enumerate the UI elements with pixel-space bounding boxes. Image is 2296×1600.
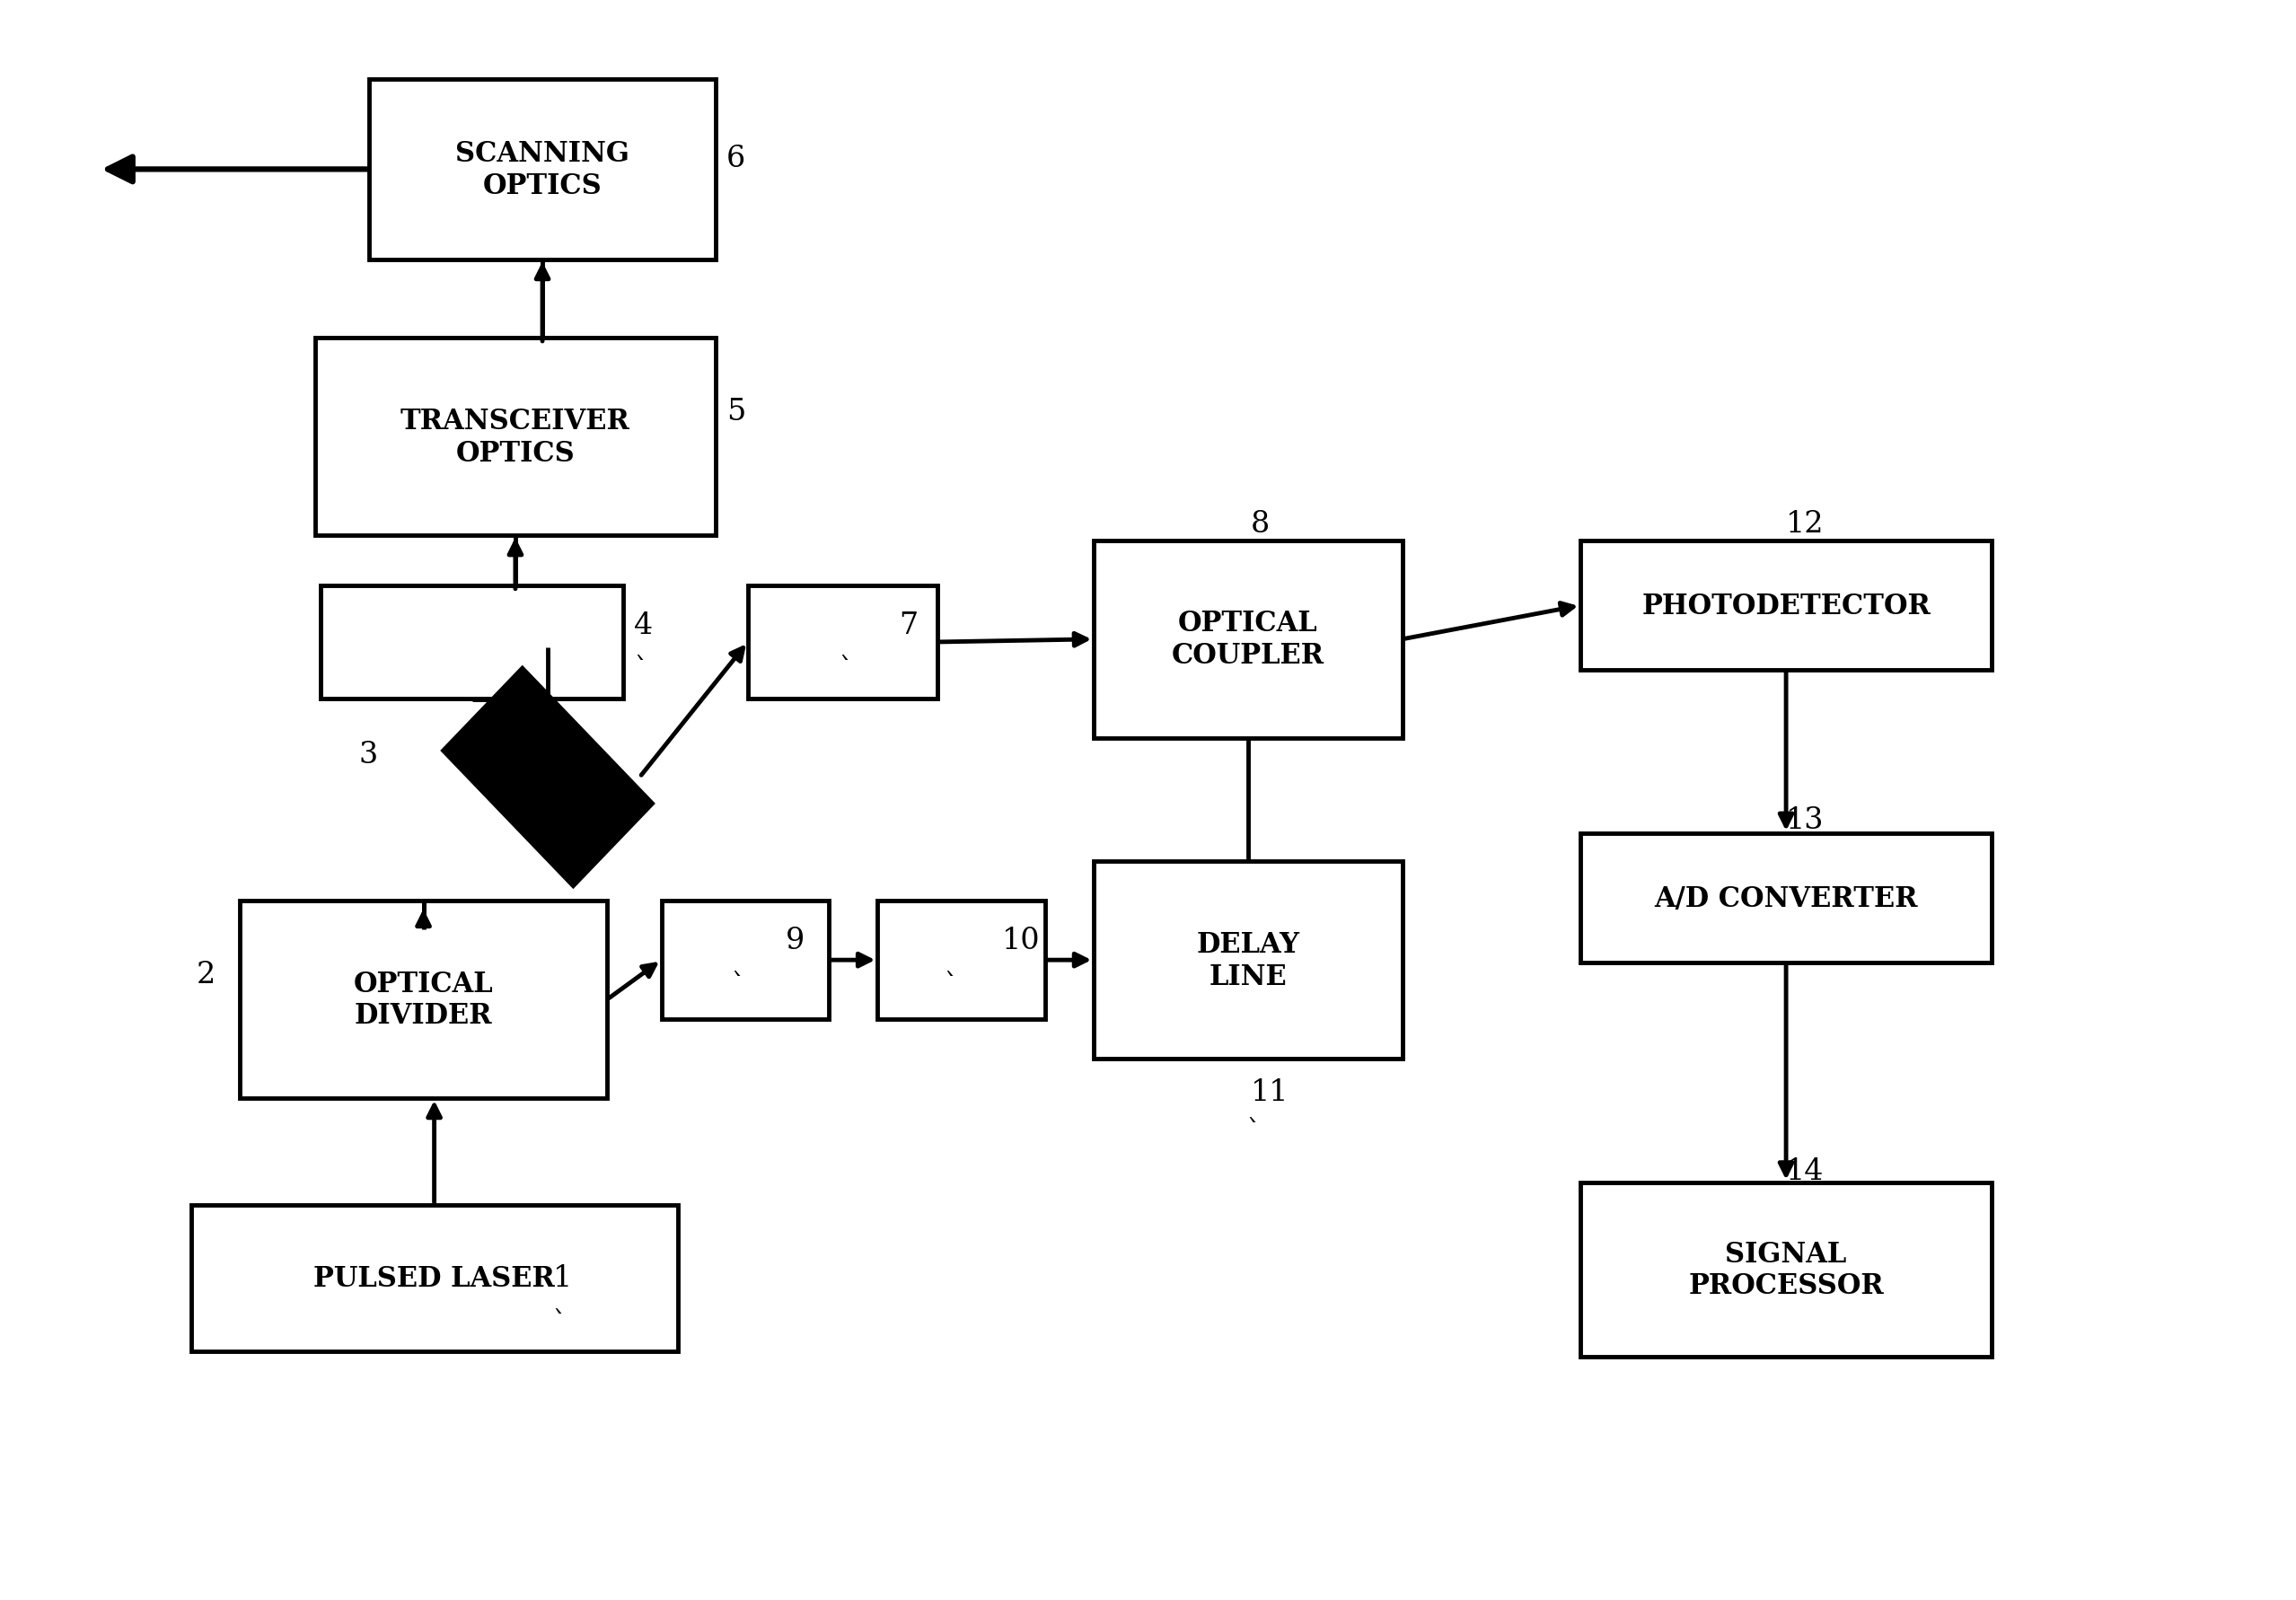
Text: 1: 1 bbox=[553, 1264, 572, 1293]
FancyBboxPatch shape bbox=[370, 80, 716, 259]
FancyBboxPatch shape bbox=[321, 586, 625, 699]
Text: TRANSCEIVER
OPTICS: TRANSCEIVER OPTICS bbox=[400, 406, 629, 467]
FancyBboxPatch shape bbox=[661, 901, 829, 1019]
FancyBboxPatch shape bbox=[1093, 541, 1403, 738]
FancyBboxPatch shape bbox=[1580, 1182, 1991, 1357]
FancyBboxPatch shape bbox=[1580, 834, 1991, 963]
Text: `: ` bbox=[1240, 1090, 1254, 1118]
Text: OPTICAL
COUPLER: OPTICAL COUPLER bbox=[1171, 610, 1325, 670]
Text: OPTICAL
DIVIDER: OPTICAL DIVIDER bbox=[354, 970, 494, 1030]
Text: 9: 9 bbox=[785, 926, 806, 955]
Text: 8: 8 bbox=[1251, 510, 1270, 539]
FancyBboxPatch shape bbox=[877, 901, 1045, 1019]
Text: `: ` bbox=[546, 1282, 560, 1309]
Text: PHOTODETECTOR: PHOTODETECTOR bbox=[1642, 592, 1931, 619]
Text: A/D CONVERTER: A/D CONVERTER bbox=[1653, 885, 1917, 912]
Text: 4: 4 bbox=[634, 611, 654, 640]
Text: 11: 11 bbox=[1251, 1078, 1288, 1107]
FancyBboxPatch shape bbox=[1580, 541, 1991, 670]
Text: `: ` bbox=[833, 629, 847, 656]
Text: 6: 6 bbox=[726, 144, 746, 173]
FancyBboxPatch shape bbox=[191, 1205, 677, 1352]
Text: 14: 14 bbox=[1786, 1157, 1823, 1186]
FancyBboxPatch shape bbox=[315, 339, 716, 536]
Text: SIGNAL
PROCESSOR: SIGNAL PROCESSOR bbox=[1688, 1240, 1883, 1299]
Text: `: ` bbox=[937, 944, 951, 971]
Text: `: ` bbox=[726, 944, 739, 971]
Text: SCANNING
OPTICS: SCANNING OPTICS bbox=[455, 139, 629, 200]
FancyBboxPatch shape bbox=[1093, 862, 1403, 1059]
Polygon shape bbox=[443, 669, 652, 886]
Text: PULSED LASER: PULSED LASER bbox=[315, 1264, 556, 1293]
Text: 5: 5 bbox=[726, 397, 746, 426]
FancyBboxPatch shape bbox=[239, 901, 606, 1098]
Text: 2: 2 bbox=[197, 960, 216, 989]
Text: DELAY
LINE: DELAY LINE bbox=[1196, 930, 1300, 990]
FancyBboxPatch shape bbox=[748, 586, 937, 699]
Text: 7: 7 bbox=[900, 611, 918, 640]
Text: 13: 13 bbox=[1786, 806, 1825, 835]
Text: 10: 10 bbox=[1001, 926, 1040, 955]
Text: 3: 3 bbox=[358, 741, 377, 770]
Text: 12: 12 bbox=[1786, 510, 1825, 539]
Text: `: ` bbox=[627, 629, 641, 656]
